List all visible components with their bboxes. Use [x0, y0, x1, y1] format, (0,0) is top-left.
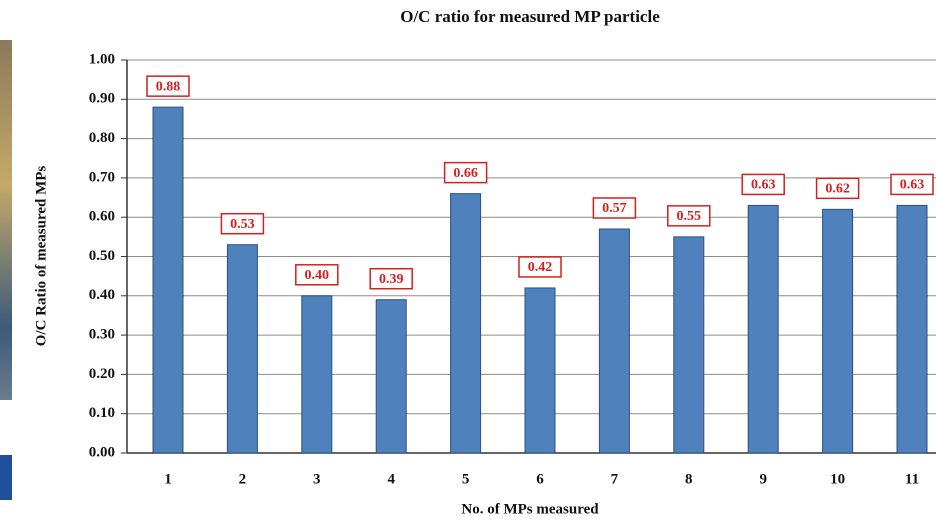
value-label: 0.63 — [900, 178, 925, 193]
value-label: 0.55 — [677, 209, 702, 224]
x-tick-label: 7 — [611, 471, 619, 487]
bar — [822, 208, 854, 454]
x-tick-label: 1 — [164, 471, 172, 487]
value-label-box — [890, 173, 934, 196]
value-label: 0.63 — [751, 178, 776, 193]
x-tick-label: 6 — [536, 471, 544, 487]
photo-edge — [0, 40, 12, 400]
x-tick-label: 8 — [685, 471, 693, 487]
y-tick-label: 0.80 — [89, 130, 115, 146]
bar — [450, 193, 482, 454]
bars: 0.88 0.53 0.40 0.39 0.66 0.42 0.57 0.55 0.63 0.62… — [146, 75, 934, 454]
y-tick-label: 0.50 — [89, 248, 115, 264]
y-tick-label: 0.00 — [89, 444, 115, 460]
x-tick-label: 11 — [905, 471, 919, 487]
y-tick-label: 0.90 — [89, 91, 115, 107]
value-label-box — [295, 264, 339, 286]
x-tick-label: 9 — [759, 471, 767, 487]
bar — [673, 236, 705, 454]
bar — [375, 299, 407, 454]
value-label-box — [146, 75, 190, 97]
bar — [524, 287, 556, 454]
value-label: 0.53 — [230, 217, 255, 232]
chart-title: O/C ratio for measured MP particle — [400, 7, 660, 26]
value-label-box — [443, 161, 488, 184]
x-tick-label: 4 — [387, 471, 395, 487]
value-label: 0.62 — [825, 182, 850, 197]
value-label: 0.88 — [156, 79, 181, 94]
y-tick-label: 0.40 — [89, 287, 115, 303]
y-tick-label: 0.60 — [89, 209, 115, 225]
x-axis-label: No. of MPs measured — [461, 501, 599, 517]
bar — [226, 244, 258, 454]
y-tick-label: 0.70 — [89, 169, 115, 185]
blue-block — [0, 455, 12, 500]
x-tick-label: 5 — [462, 471, 470, 487]
value-label: 0.40 — [305, 268, 330, 283]
value-label-box — [815, 177, 860, 200]
y-tick-label: 1.00 — [89, 51, 115, 67]
x-tick-label: 2 — [239, 471, 247, 487]
bar — [747, 204, 779, 454]
value-label-box — [518, 256, 562, 278]
bar — [896, 204, 928, 454]
value-label-box — [741, 173, 785, 196]
x-tick-label: 10 — [830, 471, 845, 487]
bar — [152, 106, 184, 454]
value-label-box — [667, 205, 711, 227]
bar — [598, 228, 630, 454]
value-label: 0.42 — [528, 260, 553, 275]
y-axis-label: O/C Ratio of measured MPs — [33, 166, 49, 347]
bar — [301, 295, 333, 454]
value-label-box — [369, 267, 413, 290]
y-tick-label: 0.30 — [89, 327, 115, 343]
y-tick-label: 0.20 — [89, 366, 115, 382]
x-tick-label: 3 — [313, 471, 321, 487]
value-label-box — [592, 197, 637, 219]
y-tick-label: 0.10 — [89, 405, 115, 421]
value-label: 0.39 — [379, 272, 404, 287]
value-label-box — [220, 212, 265, 235]
value-label: 0.66 — [453, 166, 478, 181]
value-label: 0.57 — [602, 201, 627, 216]
